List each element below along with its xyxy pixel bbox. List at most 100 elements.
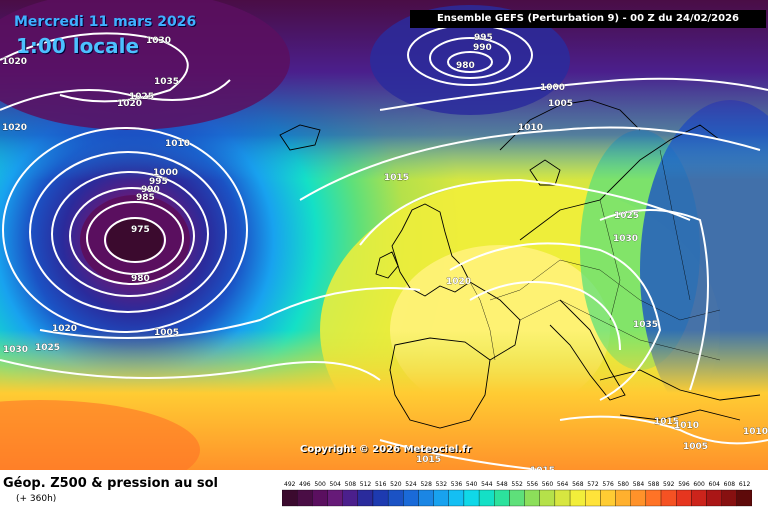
copyright: Copyright © 2026 Meteociel.fr <box>300 444 472 455</box>
isobar-label: 1025 <box>35 343 60 353</box>
isobar-label: 1020 <box>117 99 142 109</box>
isobar-label: 990 <box>473 43 492 53</box>
legend-swatch <box>706 489 722 507</box>
legend-tick-label: 544 <box>481 481 493 488</box>
coastlines <box>279 99 761 429</box>
legend-swatch <box>645 489 662 507</box>
legend-tick-label: 516 <box>375 481 387 488</box>
isobar-label: 975 <box>131 225 150 235</box>
legend-tick-label: 500 <box>314 481 326 488</box>
legend-tick-label: 536 <box>451 481 463 488</box>
isobar-label: 1025 <box>129 92 154 102</box>
borders <box>469 149 721 361</box>
legend-tick-label: 588 <box>648 481 660 488</box>
legend-tick-label: 592 <box>663 481 675 488</box>
legend-swatch <box>282 489 298 507</box>
legend-tick-label: 556 <box>527 481 539 488</box>
isobar-label: 1015 <box>530 466 555 470</box>
legend-tick-label: 584 <box>633 481 645 488</box>
legend-swatch <box>630 489 647 507</box>
legend-swatch <box>721 489 737 507</box>
legend-tick-label: 520 <box>390 481 402 488</box>
isobar-label: 980 <box>131 274 150 284</box>
legend-swatch <box>478 489 495 507</box>
isobar-label: 1015 <box>384 173 409 183</box>
legend-tick-label: 604 <box>709 481 721 488</box>
legend-tick-label: 580 <box>618 481 630 488</box>
legend-swatch <box>387 489 404 507</box>
legend-swatch <box>524 489 540 507</box>
legend-tick-label: 508 <box>345 481 357 488</box>
legend-swatch <box>569 489 586 507</box>
isobar-label: 1035 <box>633 320 658 330</box>
legend-swatch <box>448 489 465 507</box>
isobar-label: 1010 <box>165 139 190 149</box>
legend-tick-label: 552 <box>511 481 523 488</box>
legend-swatch <box>554 489 571 507</box>
footer-lead: (+ 360h) <box>16 494 57 504</box>
isobar-label: 1000 <box>153 168 178 178</box>
legend-tick-label: 496 <box>299 481 311 488</box>
isobar-label: 1010 <box>743 427 768 437</box>
legend-swatch <box>357 489 374 507</box>
isobar-label: 1020 <box>446 277 471 287</box>
legend-tick-label: 540 <box>466 481 478 488</box>
isobar-label: 1005 <box>683 442 708 452</box>
legend-swatch <box>418 489 434 507</box>
isobar-labels: 1030 1020 1035 1025 1020 995 990 980 100… <box>2 33 768 470</box>
legend-swatch <box>327 489 343 507</box>
legend-tick-label: 528 <box>420 481 432 488</box>
isobar-label: 1020 <box>52 324 77 334</box>
legend-swatch <box>312 489 328 507</box>
isobar-label: 1010 <box>518 123 543 133</box>
legend-swatch <box>736 489 752 507</box>
legend-swatch <box>463 489 480 507</box>
legend-tick-label: 576 <box>602 481 614 488</box>
legend-swatch <box>660 489 677 507</box>
isobar-label: 980 <box>456 61 475 71</box>
legend-tick-label: 600 <box>693 481 705 488</box>
legend-tick-label: 532 <box>436 481 448 488</box>
isobar-label: 985 <box>136 193 155 203</box>
legend-tick-label: 512 <box>360 481 372 488</box>
isobar-label: 1030 <box>613 234 638 244</box>
isobar-label: 1005 <box>154 328 179 338</box>
isobar-label: 1025 <box>614 211 639 221</box>
footer-title: Géop. Z500 & pression au sol <box>3 476 218 491</box>
legend-swatch <box>615 489 631 507</box>
legend-swatch <box>585 489 601 507</box>
legend-tick-label: 548 <box>496 481 508 488</box>
legend-tick-label: 504 <box>329 481 341 488</box>
legend-tick-label: 492 <box>284 481 296 488</box>
legend-swatch <box>342 489 358 507</box>
legend-tick-label: 568 <box>572 481 584 488</box>
isobar-label: 995 <box>474 33 493 43</box>
legend-swatch <box>494 489 510 507</box>
isobar-label: 1030 <box>146 36 171 46</box>
legend-tick-label: 608 <box>724 481 736 488</box>
legend-tick-label: 596 <box>678 481 690 488</box>
legend-tick-label: 572 <box>587 481 599 488</box>
isobar-label: 1035 <box>154 77 179 87</box>
isobar-label: 1015 <box>416 455 441 465</box>
legend-swatch <box>676 489 692 507</box>
isobar-label: 995 <box>149 177 168 187</box>
weather-map: 1030 1020 1035 1025 1020 995 990 980 100… <box>0 0 768 470</box>
legend-swatch <box>539 489 556 507</box>
forecast-time: 1:00 locale <box>16 34 140 58</box>
legend-swatch <box>403 489 419 507</box>
isobar-label: 1005 <box>548 99 573 109</box>
isobars <box>0 24 768 470</box>
legend-tick-label: 612 <box>739 481 751 488</box>
isobar-label: 1020 <box>2 57 27 67</box>
isobar-label: 1030 <box>3 345 28 355</box>
color-legend: 492 496 500 504 508 512 516 520 524 528 532 536 540 5… <box>282 481 752 507</box>
isobar-label: 1010 <box>674 421 699 431</box>
legend-tick-label: 564 <box>557 481 569 488</box>
isobar-label: 1020 <box>2 123 27 133</box>
legend-swatch <box>433 489 449 507</box>
legend-swatch <box>600 489 616 507</box>
isobar-label: 1015 <box>654 417 679 427</box>
legend-swatch <box>509 489 525 507</box>
